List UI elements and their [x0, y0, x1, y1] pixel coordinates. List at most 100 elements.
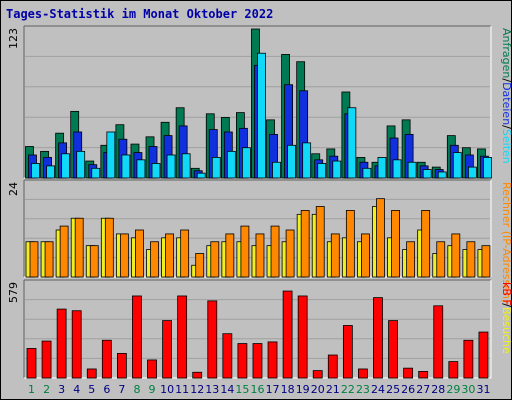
x-tick-label: 20: [311, 383, 325, 396]
bar-kb: [147, 359, 157, 379]
bar-kb: [86, 368, 97, 379]
legend-requests-part: Anfragen: [500, 28, 512, 78]
legend-kb-part: kB F: [500, 282, 512, 306]
bar-rechner: [29, 241, 39, 278]
bar-kb: [388, 320, 398, 379]
bar-seiten: [483, 157, 492, 179]
bar-rechner: [300, 210, 310, 278]
bar-seiten: [106, 131, 116, 179]
bar-rechner: [376, 198, 385, 278]
bar-seiten: [422, 169, 432, 179]
chart-title: Tages-Statistik im Monat Oktober 2022: [6, 7, 274, 21]
bar-rechner: [406, 241, 416, 278]
bar-seiten: [46, 165, 55, 179]
bar-seiten: [226, 150, 236, 179]
x-tick-label: 24: [371, 383, 385, 396]
x-tick-label: 17: [266, 383, 280, 396]
bar-seiten: [242, 147, 251, 179]
x-tick-label: 3: [58, 383, 65, 396]
x-tick-label: 2: [43, 383, 50, 396]
bar-rechner: [330, 233, 340, 278]
legend-requests-part: Seiten: [500, 129, 512, 164]
legend-visits-part: Besuche: [500, 307, 512, 354]
bar-kb: [312, 370, 323, 379]
x-tick-label: 14: [220, 383, 234, 396]
bar-rechner: [44, 241, 54, 278]
x-tick-label: 6: [103, 383, 110, 396]
bar-rechner: [391, 210, 400, 278]
x-tick-label: 15: [235, 383, 249, 396]
bar-seiten: [31, 163, 40, 179]
bar-kb: [222, 333, 233, 379]
bar-seiten: [362, 167, 372, 179]
bar-rechner: [74, 217, 84, 278]
x-tick-label: 25: [386, 383, 400, 396]
bar-seiten: [91, 167, 101, 179]
x-tick-label: 18: [281, 383, 295, 396]
legend-visits: Rechner (IP-Adressen)/Besuche: [500, 182, 512, 354]
bar-rechner: [119, 233, 129, 278]
bar-rechner: [135, 229, 144, 278]
bar-seiten: [151, 163, 161, 179]
bar-seiten: [272, 161, 281, 179]
bar-kb: [116, 352, 127, 379]
bar-kb: [403, 367, 414, 379]
x-tick-label: 21: [326, 383, 340, 396]
bar-rechner: [180, 229, 190, 278]
x-tick-label: 22: [341, 383, 355, 396]
bar-seiten: [317, 163, 327, 179]
x-tick-label: 9: [149, 383, 156, 396]
bar-seiten: [136, 159, 146, 179]
bar-seiten: [332, 160, 342, 179]
x-tick-label: 13: [205, 383, 219, 396]
bar-seiten: [287, 144, 296, 179]
bar-kb: [373, 297, 383, 379]
x-tick-label: 5: [88, 383, 95, 396]
bar-rechner: [225, 233, 235, 278]
bar-kb: [41, 340, 52, 379]
bar-rechner: [195, 253, 205, 278]
legend-requests-part: /: [500, 78, 512, 82]
bar-seiten: [257, 52, 266, 179]
bar-seiten: [347, 107, 357, 179]
bar-kb: [71, 310, 82, 379]
bar-seiten: [76, 150, 86, 179]
bar-rechner: [315, 206, 325, 278]
bar-kb: [297, 295, 308, 379]
bar-seiten: [467, 166, 477, 179]
bar-kb: [433, 305, 444, 379]
bar-seiten: [181, 153, 191, 179]
y-max-label-kb: 579: [7, 282, 20, 303]
x-tick-label: 7: [118, 383, 125, 396]
bar-rechner: [240, 225, 250, 278]
bar-rechner: [150, 241, 159, 278]
bar-seiten: [437, 171, 447, 179]
y-max-label-visits: 24: [7, 182, 20, 196]
x-tick-label: 28: [431, 383, 445, 396]
legend-requests-part: /: [500, 125, 512, 129]
y-max-label-requests: 123: [7, 28, 20, 49]
bar-rechner: [361, 233, 370, 278]
bar-kb: [478, 331, 489, 379]
legend-requests-part: Dateien: [500, 82, 512, 125]
bar-rechner: [345, 210, 355, 278]
bar-rechner: [481, 245, 491, 278]
bar-rechner: [270, 225, 280, 278]
bar-seiten: [61, 153, 71, 179]
bar-rechner: [285, 229, 295, 278]
x-tick-label: 16: [251, 383, 265, 396]
x-tick-label: 11: [175, 383, 189, 396]
bar-rechner: [421, 210, 431, 278]
bar-kb: [327, 354, 338, 379]
bar-rechner: [466, 241, 476, 278]
bar-seiten: [302, 142, 312, 179]
legend-visits-part: /: [500, 303, 512, 307]
x-tick-label: 10: [160, 383, 174, 396]
bar-rechner: [89, 245, 99, 278]
bar-kb: [358, 368, 368, 379]
bar-kb: [342, 325, 353, 379]
x-tick-label: 31: [476, 383, 490, 396]
bar-rechner: [255, 233, 265, 278]
bar-seiten: [121, 154, 131, 179]
